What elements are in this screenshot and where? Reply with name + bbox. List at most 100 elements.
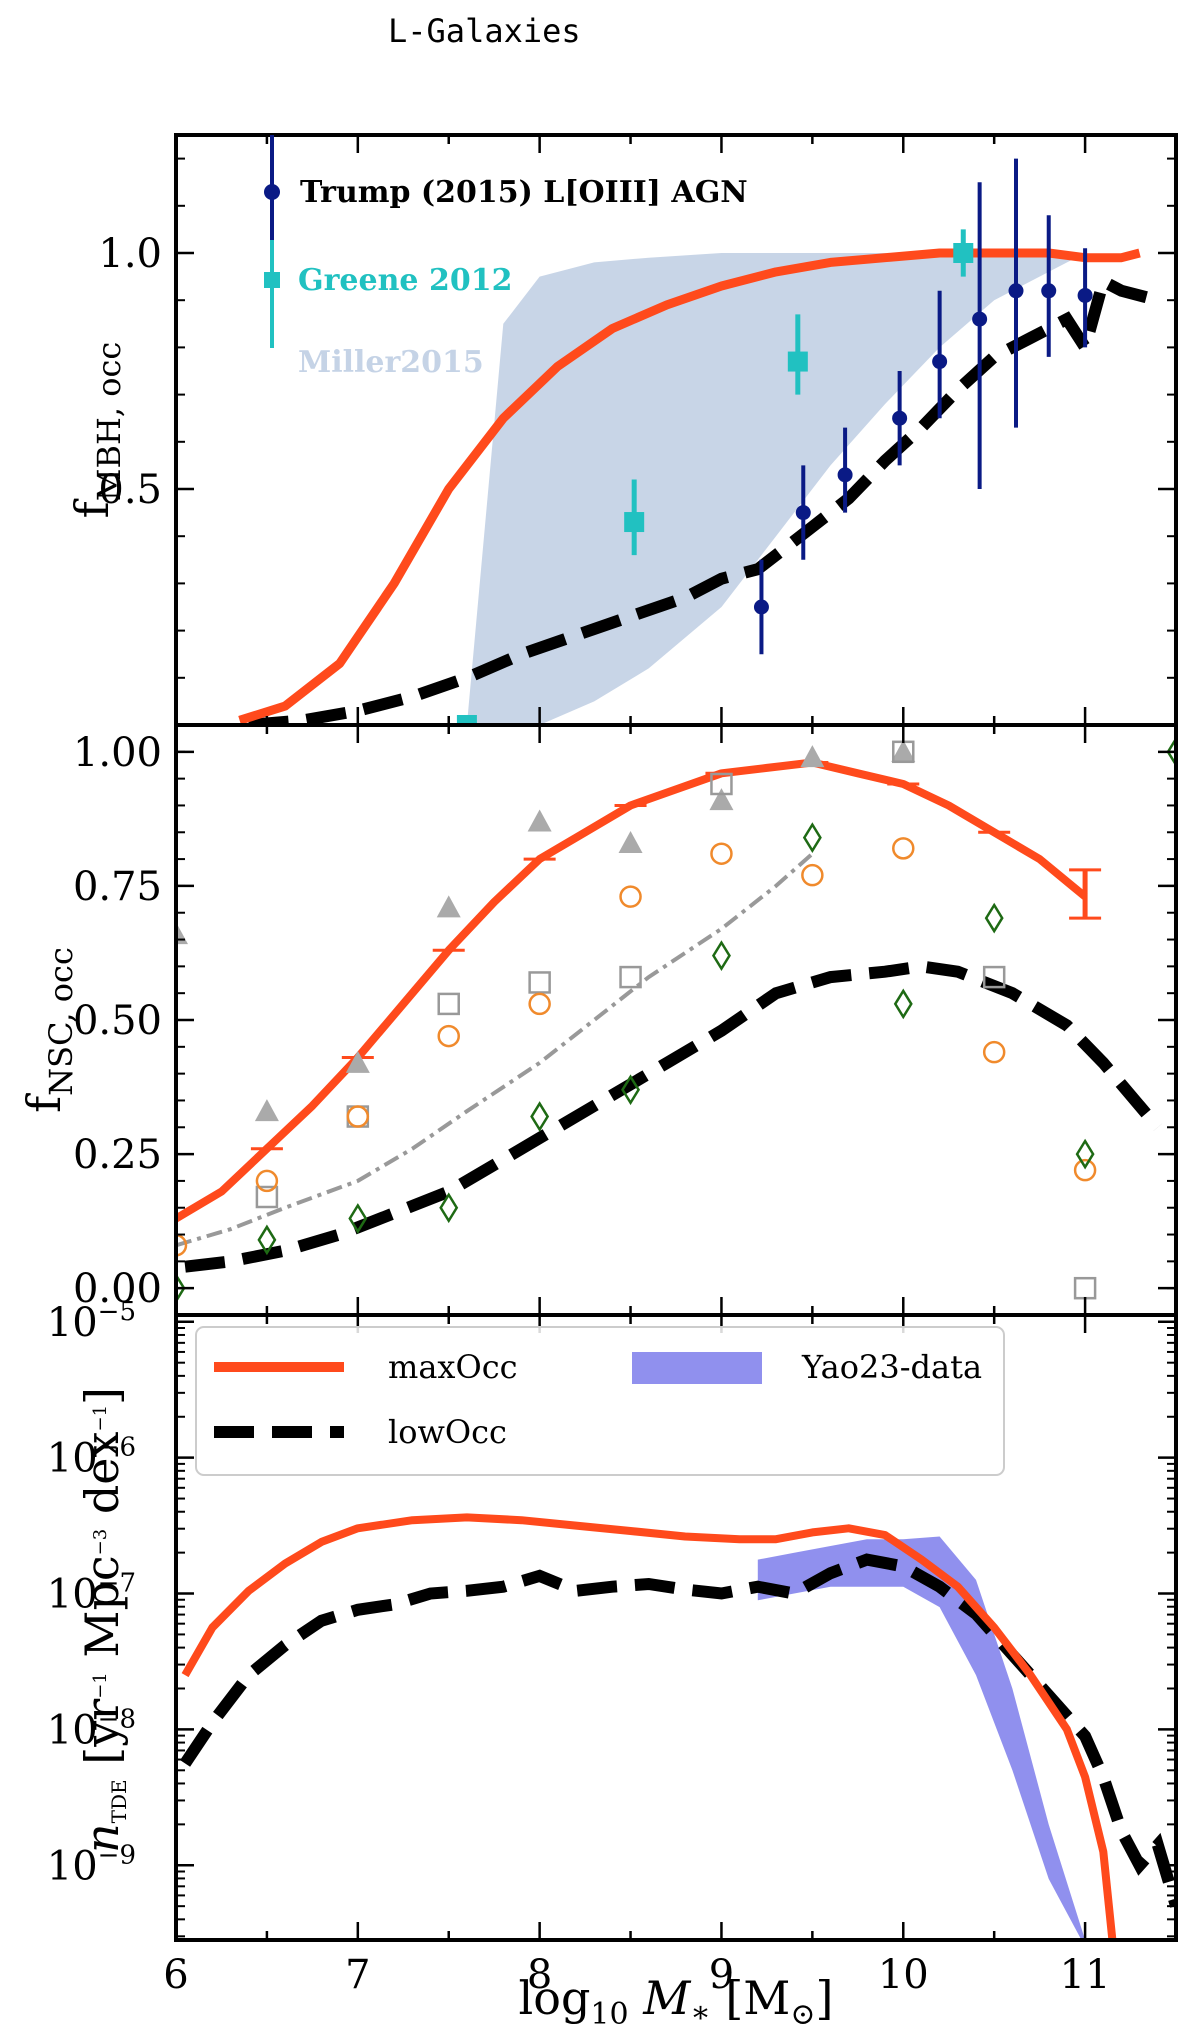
trump-point [837, 467, 853, 483]
top-legend: Trump (2015) L[OIII] AGN Greene 2012 Mil… [264, 135, 748, 380]
y-tick-label: 0.50 [73, 998, 162, 1044]
y-tick-label: 10−5 [47, 1297, 136, 1346]
square-point [437, 992, 460, 1016]
y-tick-label: 0.00 [73, 1266, 162, 1312]
middle-ylabel: fNSC, occ [17, 947, 80, 1113]
greene-point [787, 351, 808, 372]
triangle-point [618, 831, 643, 853]
legend-miller-label: Miller2015 [298, 345, 484, 380]
diamond-point [1075, 1138, 1095, 1170]
y-tick-label: 10−7 [47, 1569, 136, 1618]
yao23-band [757, 1536, 1086, 1940]
circle-point [710, 842, 733, 865]
diamond-point [257, 1224, 277, 1256]
circle-point [982, 1040, 1006, 1064]
trump-point [1077, 287, 1093, 303]
circle-point [528, 992, 551, 1016]
triangle-point [709, 788, 734, 811]
y-tick-label: 10−6 [47, 1433, 136, 1482]
trump-point [972, 311, 988, 327]
circle-point [437, 1024, 460, 1048]
legend-trump-label: Trump (2015) L[OIII] AGN [300, 175, 748, 210]
square-point [619, 965, 642, 989]
triangle-point [345, 1050, 370, 1073]
x-tick-label: 7 [345, 1952, 370, 1998]
y-tick-label: 1.00 [73, 730, 162, 776]
figure-title: L-Galaxies [388, 12, 581, 50]
lowocc-line [184, 960, 1163, 1273]
legend-maxocc-label: maxOcc [388, 1348, 518, 1386]
diamond-point [984, 902, 1004, 934]
y-tick-label: 0.5 [98, 467, 162, 513]
y-tick-exponent: −5 [98, 1297, 136, 1327]
y-tick-base: 10 [47, 1300, 98, 1346]
middle-frame [174, 723, 1178, 1317]
middle-ticks: 0.00 0.25 0.50 0.75 1.00 [73, 725, 1178, 1316]
top-ticks: 0.5 1.0 [98, 135, 1178, 726]
diamond-point [439, 1192, 459, 1224]
top-ylabel: fMBH, occ [65, 342, 128, 519]
lowocc-line [248, 272, 1160, 725]
bottom-ylabel: nTDE [yr−1 Mpc−3 dex−1] [75, 1387, 131, 1853]
x-tick-label: 11 [1060, 1952, 1111, 1998]
legend-yao-label: Yao23-data [801, 1348, 982, 1386]
square-point [1073, 1276, 1097, 1300]
gray-dashdot-line [176, 852, 814, 1248]
legend-box [195, 1326, 1005, 1476]
legend-lowocc-label: lowOcc [388, 1413, 507, 1451]
lowocc-line [180, 1553, 1176, 1908]
circle-point [1073, 1158, 1097, 1182]
bottom-xlabel: log10 M∗ [M⊙] [519, 1971, 834, 2026]
square-point [982, 965, 1006, 989]
x-tick-label: 10 [878, 1952, 929, 1998]
circle-point [801, 863, 824, 887]
diamond-point [893, 988, 913, 1020]
bottom-frame [174, 1313, 1178, 1942]
legend-trump-marker [264, 184, 280, 200]
diamond-point [711, 940, 731, 972]
diamond-point [176, 1272, 186, 1304]
bottom-plot-area [180, 1513, 1176, 1940]
circle-point [176, 1234, 188, 1257]
triangle-point [527, 809, 552, 832]
y-tick-label: 0.75 [73, 864, 162, 910]
triangle-point [436, 895, 461, 918]
trump-point [892, 410, 908, 426]
trump-point [753, 599, 769, 615]
trump-point [932, 354, 948, 370]
circle-point [619, 885, 642, 908]
circle-point [892, 837, 915, 860]
triangle-point [891, 739, 916, 762]
x-tick-label: 9 [709, 1952, 734, 1998]
panel-middle: 0.00 0.25 0.50 0.75 1.00 fNSC, occ [17, 723, 1178, 1317]
triangle-point [254, 1099, 279, 1122]
top-plot-area [238, 158, 1160, 725]
square-point [528, 971, 551, 994]
y-tick-label: 10−9 [47, 1840, 136, 1889]
trump-point [1008, 283, 1024, 299]
triangle-point [800, 745, 825, 768]
greene-point [953, 243, 974, 263]
y-tick-base: 10 [47, 1436, 98, 1482]
x-tick-label: 8 [527, 1952, 552, 1998]
trump-point [1041, 283, 1057, 299]
diamond-point [348, 1203, 368, 1234]
legend-yao-patch [632, 1352, 762, 1384]
y-tick-exponent: −7 [98, 1569, 136, 1599]
y-tick-base: 10 [47, 1843, 98, 1889]
y-tick-base: 10 [47, 1707, 98, 1753]
diamond-point [802, 822, 822, 854]
diamond-point [530, 1101, 550, 1132]
miller2015-band [466, 253, 1086, 725]
greene-point [624, 512, 645, 533]
x-tick-label: 6 [163, 1952, 188, 1998]
greene-point [456, 715, 477, 725]
legend-greene-marker [264, 272, 280, 288]
y-tick-exponent: −6 [98, 1433, 136, 1463]
square-point [710, 772, 733, 796]
panel-top: 0.5 1.0 Trump (2015) L[OIII] AGN Greene 2… [65, 133, 1178, 727]
circle-point [346, 1105, 370, 1128]
bottom-legend: maxOcc lowOcc Yao23-data [195, 1326, 1005, 1476]
